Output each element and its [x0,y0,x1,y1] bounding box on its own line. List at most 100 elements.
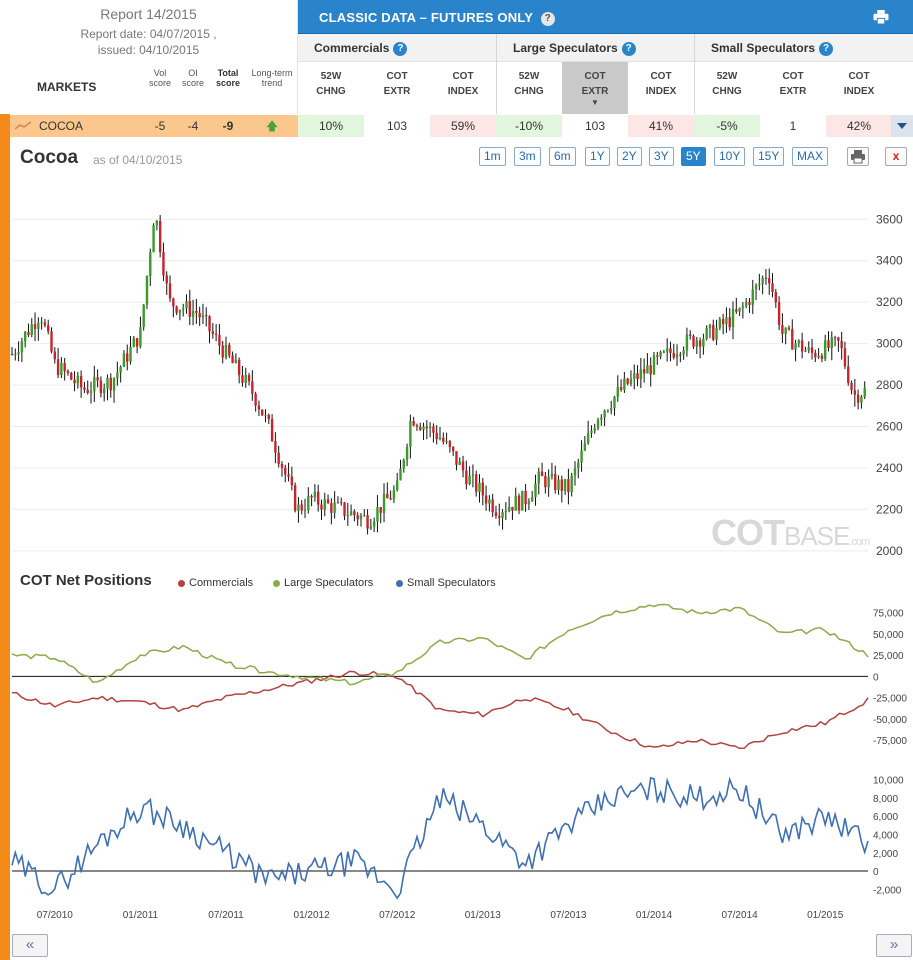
candle-down [636,373,639,380]
scroll-left-button[interactable]: « [12,934,48,957]
oi-score-header[interactable]: OI score [181,68,204,88]
col-comm-cot-extr[interactable]: COT EXTR [383,71,411,97]
candle-up [514,495,517,511]
range-15y-button[interactable]: 15Y [753,147,785,166]
legend-commercials[interactable]: Commercials [178,577,253,589]
group-large-speculators: Large Speculators? [513,41,636,56]
help-icon[interactable]: ? [621,41,636,56]
candle-up [405,446,409,460]
x-tick-label: 07/2012 [379,910,416,921]
candle-up [583,443,587,451]
group-headers: Commercials? Large Speculators? Small Sp… [298,34,913,62]
candle-up [702,338,705,347]
range-3y-button[interactable]: 3Y [649,147,674,166]
x-tick-label: 07/2010 [37,910,74,921]
col-large-cot-index[interactable]: COT INDEX [645,71,677,97]
help-icon[interactable]: ? [540,11,555,26]
market-name[interactable]: COCOA [39,119,84,133]
candle-down [33,324,37,329]
range-1y-button[interactable]: 1Y [585,147,610,166]
range-max-button[interactable]: MAX [792,147,829,166]
candle-down [777,302,781,326]
candle-down [774,292,778,303]
candle-up [112,378,116,391]
candle-up [586,433,590,444]
candle-down [326,499,330,503]
candle-up [590,430,593,434]
candle-down [218,334,221,346]
candle-up [313,491,317,498]
vol-score-header[interactable]: Vol score [148,68,171,88]
chart-print-button[interactable] [847,147,869,166]
range-5y-button[interactable]: 5Y [681,147,706,166]
help-icon[interactable]: ? [393,41,408,56]
candle-up [824,340,827,359]
close-chart-button[interactable]: x [885,147,907,166]
candle-up [23,331,27,342]
legend-large-speculators[interactable]: Large Speculators [273,577,373,589]
candle-up [804,350,807,352]
col-small-cot-index[interactable]: COT INDEX [843,71,875,97]
range-1m-button[interactable]: 1m [479,147,506,166]
candle-down [340,501,343,503]
x-tick-label: 07/2013 [550,910,587,921]
candle-down [461,461,465,471]
series-line-large-speculators [11,603,869,686]
candle-up [534,483,537,498]
range-3m-button[interactable]: 3m [514,147,541,166]
candle-down [419,426,422,430]
total-score-header[interactable]: Total score [215,68,241,88]
candle-up [705,327,708,339]
candle-up [17,352,20,354]
col-large-cot-extr[interactable]: COT EXTR ▼ [562,62,628,114]
candle-up [807,347,810,351]
candle-down [442,437,445,442]
candle-down [162,252,165,276]
range-10y-button[interactable]: 10Y [714,147,746,166]
candle-up [830,337,833,349]
candle-up [718,319,722,328]
y-tick-label: -75,000 [873,736,907,747]
candle-down [475,474,478,492]
candle-down [228,344,231,356]
candle-down [412,421,415,426]
candle-up [145,276,149,305]
long-term-trend-header[interactable]: Long-term trend [251,68,293,88]
col-large-52w[interactable]: 52W CHNG [514,71,544,97]
candle-down [86,389,89,393]
col-comm-52w[interactable]: 52W CHNG [316,71,346,97]
candle-up [639,369,643,380]
dropdown-arrow-button[interactable] [891,115,913,137]
candle-down [649,365,652,375]
candle-up [129,346,132,362]
candle-down [195,310,198,313]
candle-up [603,410,606,418]
help-icon[interactable]: ? [819,41,834,56]
col-small-52w[interactable]: 52W CHNG [712,71,742,97]
range-2y-button[interactable]: 2Y [617,147,642,166]
col-comm-cot-index[interactable]: COT INDEX [447,71,479,97]
candle-up [646,365,649,374]
candle-up [155,220,159,226]
candle-up [139,327,142,347]
print-icon[interactable] [873,10,889,24]
y-tick-label: 6,000 [873,812,898,823]
y-tick-label: 0 [873,672,879,683]
candle-down [188,300,191,317]
candle-down [293,485,297,511]
candle-up [323,499,326,510]
legend-small-speculators[interactable]: Small Speculators [396,577,496,589]
candle-down [251,381,254,394]
candle-down [63,362,66,372]
small-cot-index: 42% [826,115,892,137]
comm-cot-extr: 103 [364,115,430,137]
scroll-right-button[interactable]: » [876,934,912,957]
candle-up [613,396,616,409]
market-row-cocoa[interactable]: COCOA -5 -4 -9 🡅 10% 103 59% -10% 103 41… [10,115,913,137]
col-small-cot-extr[interactable]: COT EXTR [779,71,807,97]
double-chevron-left-icon: « [25,936,35,953]
candle-up [297,504,300,511]
large-52w-chng: -10% [496,115,562,137]
candle-down [810,347,814,353]
range-6m-button[interactable]: 6m [549,147,576,166]
